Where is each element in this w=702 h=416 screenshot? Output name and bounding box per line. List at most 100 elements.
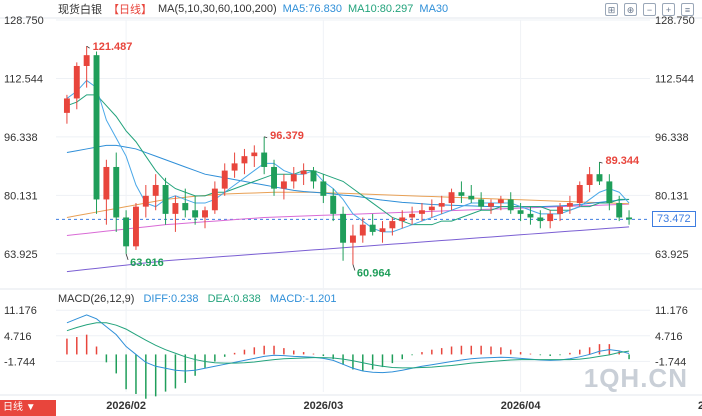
chart-header: 现货白银 【日线】 MA(5,10,30,60,100,200) MA5:76.… [0,0,702,18]
candle-body [448,192,455,204]
candle-body [547,213,554,222]
candle-body [330,195,337,214]
ma10-value: MA10:80.297 [347,3,414,15]
candle-body [606,181,613,204]
low2-annotation: 60.964 [357,267,392,279]
candle-body [488,203,494,207]
dea-line [66,322,630,369]
candle-body [162,185,169,214]
ma30-line [66,144,630,208]
candle-body [290,174,297,182]
macd-tick-left: 4.716 [4,331,32,343]
high-annotation-pointer [86,45,90,49]
ma-parameters[interactable]: MA(5,10,30,60,100,200) [158,3,277,15]
candle-body [73,65,80,99]
zoom-out-icon[interactable]: − [643,3,656,16]
macd-header: MACD(26,12,9) DIFF:0.238 DEA:0.838 MACD:… [58,293,342,305]
macd-tick-right: 4.716 [655,331,683,343]
candle-body [596,174,603,182]
candle-body [527,213,534,218]
candle-body [369,224,376,232]
watermark: 1QH.CN [583,363,688,393]
candle-body [83,55,90,66]
macd-tick-right: -1.744 [655,356,686,368]
candle-body [428,206,435,211]
candle-body [507,199,514,211]
macd-tick-left: 11.176 [4,305,37,317]
low-annotation-pointer [125,253,129,260]
macd-diff: DIFF:0.238 [143,293,199,305]
candle-body [271,166,277,189]
macd-tick-right: 11.176 [655,305,688,317]
x-tick-label: 2026/03 [303,400,343,412]
candle-body [211,188,218,211]
ma5-line [66,79,630,233]
x-tick-label: 2026/05 [698,400,702,412]
grid-lines [0,17,702,396]
candle-body [349,235,356,243]
ma5-value: MA5:76.830 [282,3,342,15]
period-badge[interactable]: 日线 ▼ [0,400,56,416]
candle-body [389,221,396,229]
candle-body [152,185,159,196]
candle-body [458,192,465,196]
y-tick-right: 112.544 [655,73,694,85]
candle-body [192,210,199,218]
ma30-value: MA30 [419,3,449,15]
diff-line [66,314,630,374]
low2-annotation-pointer [352,264,356,271]
y-tick-right: 80.131 [655,190,689,202]
current-price-tag: 73.472 [652,211,696,228]
candle-body [93,55,100,200]
candle-body [123,217,130,247]
low-annotation: 63.916 [130,257,164,269]
ma100-line [66,203,630,237]
candle-body [310,170,317,182]
candle-body [419,210,425,214]
expand-icon[interactable]: ⊕ [624,3,637,16]
candle-body [399,217,406,222]
ma200-line [66,226,630,273]
candle-body [320,181,327,196]
y-tick-right: 96.338 [655,132,689,144]
macd-tick-left: -1.744 [4,356,35,368]
candle-body [626,217,633,220]
candle-body [537,217,544,222]
ma10-line [66,94,630,226]
macd-parameters[interactable]: MACD(26,12,9) [58,293,135,305]
candle-body [172,203,179,214]
toolbar: ⊞ ⊕ − + ≡ [605,3,694,16]
instrument-title: 现货白银 [58,4,102,16]
y-tick-right: 128.750 [655,15,695,27]
candle-body [409,213,416,218]
period-selector[interactable]: 【日线】 [108,4,152,16]
x-tick-label: 2026/02 [106,400,146,412]
candle-body [517,210,524,214]
y-tick-left: 112.544 [4,73,43,85]
candle-body [616,203,623,218]
candle-body [231,163,238,171]
y-tick-right: 63.925 [655,249,689,261]
ma60-line [66,191,630,218]
zoom-in-icon[interactable]: + [662,3,675,16]
y-tick-left: 80.131 [4,190,38,202]
grid-icon[interactable]: ⊞ [605,3,618,16]
y-tick-left: 63.925 [4,249,38,261]
candle-body [182,203,189,211]
candle-body [468,195,475,200]
candle-body [340,213,347,243]
candle-body [497,199,504,204]
macd-panel [66,314,630,399]
candle-body [478,199,485,207]
candlesticks[interactable] [63,46,633,265]
mid-high-annotation-pointer [264,136,268,139]
candle-body [280,181,287,189]
candle-body [438,203,445,207]
moving-average-lines [66,79,630,273]
candle-body [359,224,366,236]
candle-body [300,170,307,175]
high-annotation: 121.487 [93,41,133,53]
settings-icon[interactable]: ≡ [681,3,694,16]
candle-body [133,206,139,247]
